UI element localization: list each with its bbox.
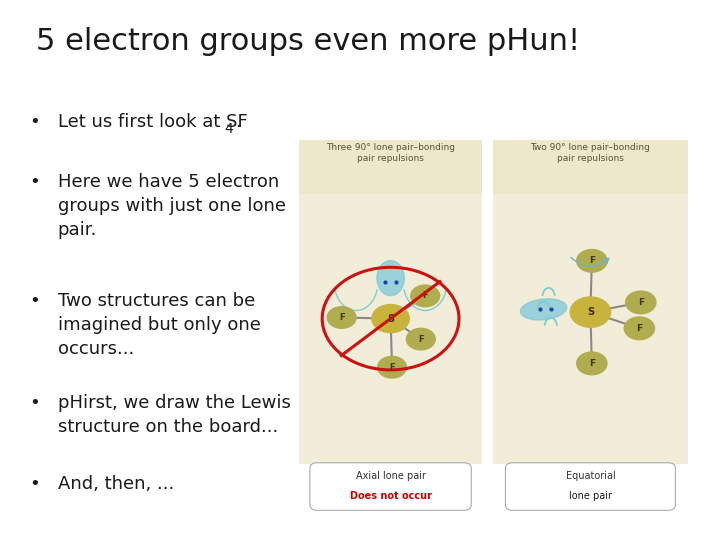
Text: Two structures can be
imagined but only one
occurs...: Two structures can be imagined but only … xyxy=(58,292,261,358)
Text: .: . xyxy=(235,113,240,131)
Circle shape xyxy=(377,356,406,378)
Ellipse shape xyxy=(377,260,405,295)
Text: And, then, ...: And, then, ... xyxy=(58,475,174,493)
Circle shape xyxy=(577,352,607,375)
Text: Equatorial: Equatorial xyxy=(565,471,616,481)
Circle shape xyxy=(407,328,435,350)
Text: •: • xyxy=(29,475,40,493)
Text: 5 electron groups even more pHun!: 5 electron groups even more pHun! xyxy=(36,27,580,56)
FancyBboxPatch shape xyxy=(299,140,482,464)
Text: F: F xyxy=(418,335,423,343)
FancyBboxPatch shape xyxy=(310,463,471,510)
FancyBboxPatch shape xyxy=(493,140,688,464)
Circle shape xyxy=(570,297,611,327)
Text: F: F xyxy=(589,256,595,265)
Circle shape xyxy=(577,249,607,272)
Text: F: F xyxy=(638,298,644,307)
FancyBboxPatch shape xyxy=(299,140,482,194)
Circle shape xyxy=(624,317,654,340)
Text: •: • xyxy=(29,394,40,412)
Circle shape xyxy=(327,307,356,328)
Circle shape xyxy=(626,291,656,314)
Text: Here we have 5 electron
groups with just one lone
pair.: Here we have 5 electron groups with just… xyxy=(58,173,286,239)
Text: Axial lone pair: Axial lone pair xyxy=(356,471,426,481)
Text: 4: 4 xyxy=(225,122,233,136)
Text: F: F xyxy=(589,359,595,368)
Text: F: F xyxy=(339,313,344,322)
FancyBboxPatch shape xyxy=(493,140,688,194)
Text: Two 90° lone pair–bonding
pair repulsions: Two 90° lone pair–bonding pair repulsion… xyxy=(531,143,650,163)
Circle shape xyxy=(411,285,439,307)
Text: F: F xyxy=(636,324,642,333)
Ellipse shape xyxy=(521,299,567,320)
Text: F: F xyxy=(423,292,428,300)
Text: S: S xyxy=(587,307,594,317)
Text: •: • xyxy=(29,113,40,131)
Text: Let us first look at SF: Let us first look at SF xyxy=(58,113,248,131)
Text: •: • xyxy=(29,292,40,309)
Text: lone pair: lone pair xyxy=(569,491,612,501)
FancyBboxPatch shape xyxy=(505,463,675,510)
Text: F: F xyxy=(390,363,395,372)
Text: pHirst, we draw the Lewis
structure on the board...: pHirst, we draw the Lewis structure on t… xyxy=(58,394,290,436)
Circle shape xyxy=(372,305,409,333)
Text: •: • xyxy=(29,173,40,191)
Text: Does not occur: Does not occur xyxy=(350,491,431,501)
Text: S: S xyxy=(387,314,394,323)
Text: Three 90° lone pair–bonding
pair repulsions: Three 90° lone pair–bonding pair repulsi… xyxy=(326,143,455,163)
